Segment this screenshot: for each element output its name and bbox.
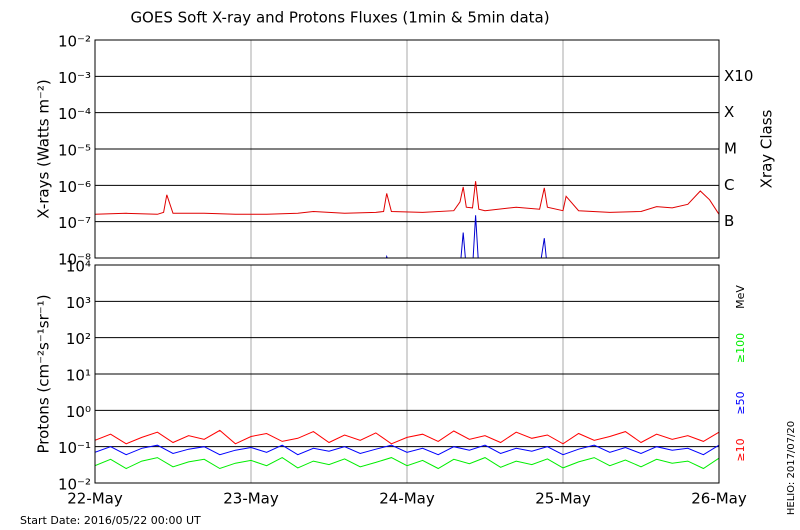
y-tick-label: 10¹ (66, 367, 91, 385)
credit: HELIO: 2017/07/20 (786, 421, 797, 515)
plot-area (95, 181, 719, 258)
y-axis-title: Protons (cm⁻²s⁻¹sr⁻¹) (35, 294, 53, 453)
y2-tick-label: X (724, 103, 734, 121)
series-line (95, 444, 719, 456)
y-tick-label: 10⁻⁸ (58, 251, 91, 269)
plot-area (95, 429, 719, 470)
y-tick-label: 10⁻³ (58, 69, 91, 87)
legend-entry: ≥50 (734, 391, 747, 414)
series-line (95, 181, 719, 215)
x-tick-label: 26-May (691, 490, 747, 508)
chart-title: GOES Soft X-ray and Protons Fluxes (1min… (130, 9, 549, 27)
y-axis-title: X-rays (Watts m⁻²) (35, 79, 53, 218)
x-tick-label: 23-May (223, 490, 279, 508)
y-tick-label: 10⁻¹ (58, 439, 91, 457)
footer: Start Date: 2016/05/22 00:00 UT (20, 514, 201, 527)
y-tick-label: 10⁰ (66, 403, 91, 421)
y-tick-label: 10⁻⁴ (58, 105, 91, 123)
y2-tick-label: B (724, 212, 734, 230)
y-tick-label: 10⁻² (58, 33, 91, 51)
legend-entry: ≥10 (734, 438, 747, 461)
x-tick-label: 24-May (379, 490, 435, 508)
legend-title: MeV (734, 285, 747, 309)
y2-axis-title: Xray Class (758, 109, 776, 188)
y2-tick-label: C (724, 176, 734, 194)
y-tick-label: 10² (66, 330, 91, 348)
y-tick-label: 10⁻⁷ (58, 214, 91, 232)
y-tick-label: 10³ (66, 294, 91, 312)
x-tick-label: 22-May (67, 490, 123, 508)
y2-tick-label: M (724, 140, 737, 158)
y-tick-label: 10⁻⁶ (58, 178, 91, 196)
y-tick-label: 10⁻² (58, 476, 91, 494)
series-line (95, 457, 719, 470)
x-tick-label: 25-May (535, 490, 591, 508)
legend-entry: ≥100 (734, 333, 747, 363)
plot-frame (94, 39, 720, 259)
series-line (95, 429, 719, 445)
series-line (385, 215, 547, 258)
y-tick-label: 10⁻⁵ (58, 142, 91, 160)
y-tick-label: 10⁴ (66, 258, 91, 276)
plot-frame (94, 264, 720, 484)
y2-tick-label: X10 (724, 67, 753, 85)
